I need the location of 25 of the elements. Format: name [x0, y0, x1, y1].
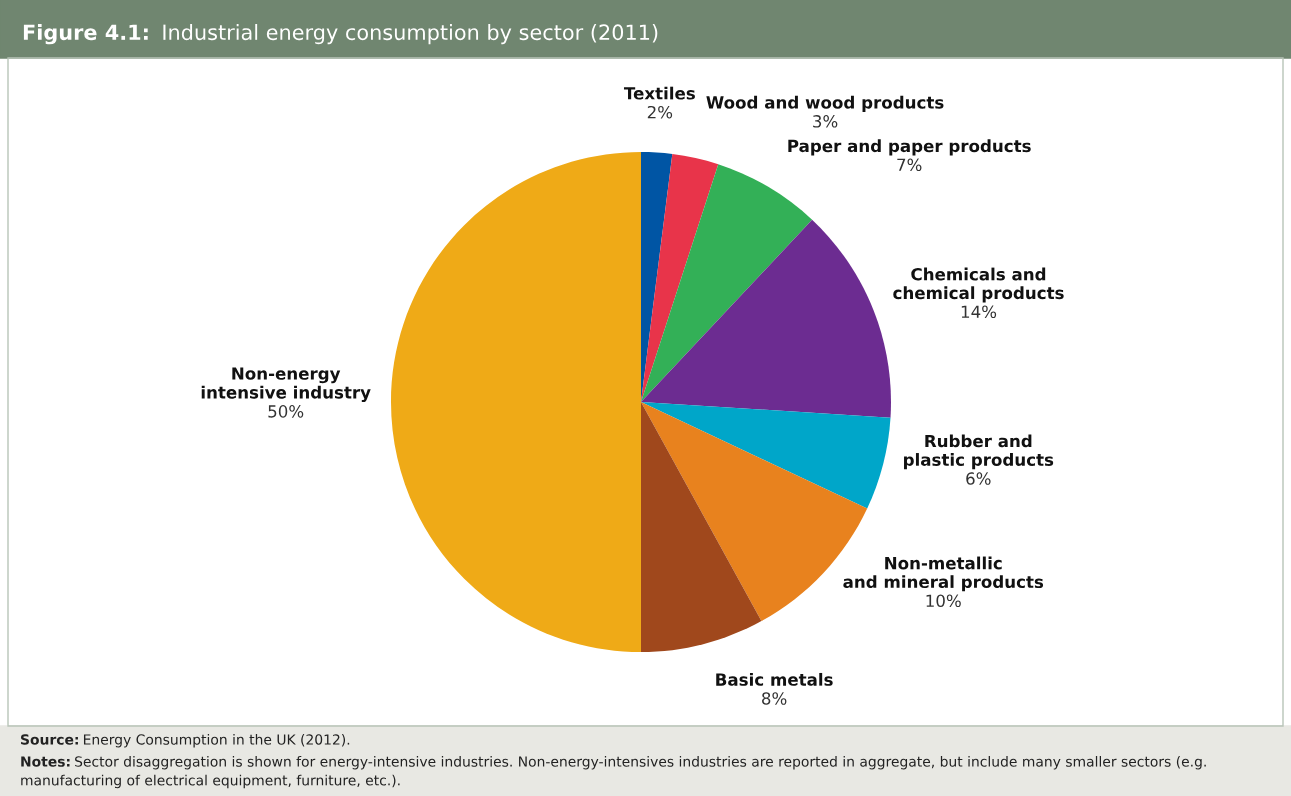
data-label: 50%	[268, 405, 304, 418]
pie-slice	[641, 153, 719, 402]
text: Notes: Sector disaggregation is shown for energy-intensive industries. Non-energy-intensives industries are reported in aggregate, but include many smaller sectors (e.g. manufacturing of electrical equipment, furniture, etc.).	[21, 756, 1206, 789]
data-label: 14%	[961, 305, 997, 319]
pie-slice	[641, 402, 762, 652]
data-label: 7%	[897, 158, 922, 172]
slice-label: Non-metallic and mineral products	[843, 556, 1044, 592]
pie-slice	[391, 152, 641, 652]
slice-label: Rubber and plastic products	[904, 434, 1054, 470]
slice-label: Basic metals	[716, 672, 833, 686]
source-note: Source: Energy Consumption in the UK (2012).	[21, 734, 350, 748]
pie-slice	[641, 219, 891, 418]
slice-label: Paper and paper products	[788, 139, 1031, 156]
data-label: 10%	[926, 594, 961, 608]
pie-slice	[641, 164, 813, 402]
data-label: 2%	[647, 105, 673, 119]
pie-slice	[641, 402, 891, 509]
data-label: 3%	[813, 115, 838, 128]
slice-label: Wood and wood products	[706, 95, 944, 112]
chart-title: Figure 4.1: Industrial energy consumption by sector (2011)	[23, 24, 658, 45]
slice-label: Chemicals and chemical products	[893, 267, 1064, 303]
slice-label: Textiles	[623, 86, 695, 100]
data-label: 8%	[762, 692, 787, 705]
slice-label: Non-energy intensive industry	[201, 367, 371, 402]
data-label: 6%	[966, 472, 991, 485]
